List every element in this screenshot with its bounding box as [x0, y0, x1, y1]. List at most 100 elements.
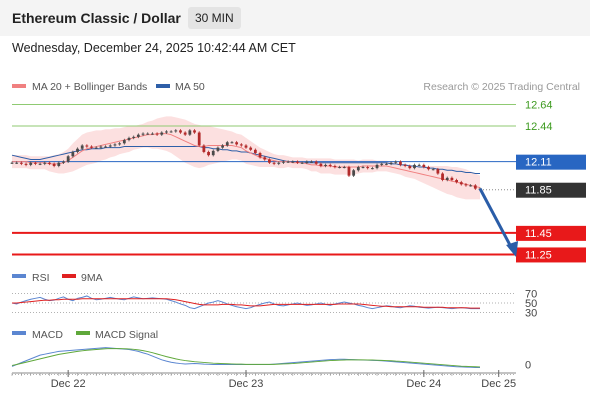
- candle-body: [113, 144, 117, 146]
- candle-body: [380, 163, 384, 165]
- candle-body: [136, 134, 140, 137]
- chart-credit: Research © 2025 Trading Central: [423, 81, 580, 93]
- rsi-tick-label: 30: [525, 307, 537, 319]
- timeframe-button[interactable]: 30 MIN: [188, 7, 241, 29]
- legend-swatch-9ma: [62, 274, 76, 278]
- candle-body: [272, 162, 276, 164]
- legend-label-rsi: RSI: [32, 272, 50, 284]
- chart-header: Ethereum Classic / Dollar 30 MIN: [0, 0, 590, 36]
- resistance-label: 12.44: [525, 121, 553, 133]
- candle-body: [417, 164, 421, 166]
- candle-body: [450, 177, 454, 180]
- candle-body: [314, 161, 318, 164]
- legend-label-macd-signal: MACD Signal: [95, 329, 158, 341]
- bollinger-band: [12, 116, 480, 200]
- rsi-tick-label: 50: [525, 298, 537, 310]
- candle-body: [188, 130, 192, 135]
- candle-body: [455, 180, 458, 183]
- candle-body: [394, 161, 398, 163]
- candle-body: [352, 170, 356, 176]
- candle-body: [122, 140, 126, 144]
- candle-body: [385, 163, 388, 165]
- candle-body: [179, 130, 182, 133]
- candle-body: [469, 185, 473, 187]
- resistance-label: 12.64: [525, 99, 553, 111]
- support-tag: [516, 225, 586, 241]
- candle-body: [221, 145, 224, 148]
- candle-body: [62, 161, 65, 163]
- candle-body: [183, 132, 187, 135]
- legend-swatch-macd: [12, 331, 26, 335]
- forecast-arrowhead: [506, 241, 519, 258]
- candle-body: [342, 167, 346, 169]
- candle-body: [10, 162, 14, 164]
- x-axis-tick-label: Dec 24: [406, 378, 441, 390]
- candle-body: [441, 173, 444, 180]
- candle-body: [356, 167, 360, 171]
- candle-body: [127, 137, 131, 141]
- candle-body: [169, 131, 173, 133]
- candle-body: [258, 153, 262, 158]
- candle-body: [38, 163, 42, 165]
- candle-body: [263, 157, 267, 160]
- forecast-arrow: [478, 187, 513, 248]
- candle-body: [399, 161, 402, 165]
- candle-body: [207, 151, 210, 156]
- x-axis-tick-label: Dec 25: [481, 378, 516, 390]
- candle-body: [403, 164, 407, 166]
- candle-body: [296, 161, 299, 163]
- candle-body: [66, 156, 70, 162]
- candle-body: [473, 185, 477, 189]
- candle-body: [239, 144, 243, 146]
- candle-body: [235, 142, 239, 145]
- legend-swatch-rsi: [12, 274, 26, 278]
- candle-body: [48, 162, 51, 164]
- x-axis-tick-label: Dec 23: [229, 378, 264, 390]
- candle-body: [118, 143, 122, 145]
- legend-label-ma20: MA 20 + Bollinger Bands: [32, 81, 147, 93]
- candle-body: [216, 147, 220, 151]
- candle-body: [146, 133, 150, 135]
- candle-body: [43, 162, 47, 164]
- candle-body: [445, 177, 449, 180]
- x-axis-tick-label: Dec 22: [51, 378, 86, 390]
- candle-body: [464, 184, 468, 186]
- candle-body: [422, 164, 426, 168]
- candle-body: [24, 163, 28, 165]
- candle-body: [71, 151, 75, 157]
- ma20-line: [12, 133, 481, 189]
- legend-swatch-ma50: [156, 84, 170, 88]
- candle-body: [305, 161, 309, 163]
- candle-body: [90, 146, 93, 148]
- candle-body: [375, 164, 379, 169]
- macd-tick-label: 0: [525, 360, 531, 372]
- legend-label-ma50: MA 50: [175, 81, 205, 93]
- candle-body: [459, 182, 463, 185]
- candle-body: [151, 133, 154, 135]
- candle-body: [160, 132, 164, 135]
- pivot-tag: [516, 154, 586, 170]
- legend-label-macd: MACD: [32, 329, 63, 341]
- candle-body: [328, 164, 332, 166]
- candle-body: [310, 161, 313, 163]
- candle-body: [361, 167, 365, 169]
- candle-body: [57, 162, 61, 166]
- candle-body: [370, 168, 374, 170]
- candle-body: [225, 142, 229, 146]
- candle-body: [94, 147, 98, 149]
- candle-body: [141, 133, 145, 135]
- candle-body: [291, 161, 295, 163]
- legend-swatch-macd-signal: [76, 331, 90, 335]
- legend-swatch-ma20: [12, 84, 26, 88]
- chart-datetime: Wednesday, December 24, 2025 10:42:44 AM…: [12, 41, 296, 55]
- candle-body: [408, 165, 412, 169]
- candle-body: [253, 149, 257, 154]
- instrument-title: Ethereum Classic / Dollar: [12, 10, 181, 26]
- candle-body: [34, 162, 37, 164]
- rsi-tick-label: 70: [525, 289, 537, 301]
- macd-signal-line: [11, 348, 481, 368]
- candle-body: [174, 130, 178, 132]
- candle-body: [286, 161, 290, 163]
- candle-body: [338, 167, 341, 169]
